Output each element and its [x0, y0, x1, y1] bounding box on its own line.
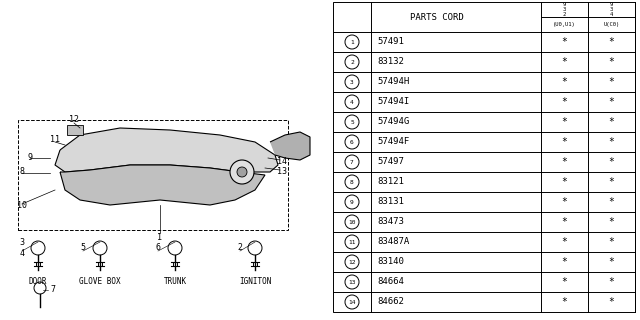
Text: *: * [561, 137, 568, 147]
Text: 9: 9 [28, 153, 33, 162]
Text: *: * [609, 137, 614, 147]
Text: *: * [561, 77, 568, 87]
Text: 8: 8 [19, 167, 24, 177]
Text: *: * [609, 77, 614, 87]
Text: (U0,U1): (U0,U1) [553, 22, 576, 27]
Text: 11: 11 [348, 239, 356, 244]
Circle shape [237, 167, 247, 177]
Text: 9: 9 [350, 199, 354, 204]
Text: 9
3
2: 9 3 2 [563, 2, 566, 17]
Text: *: * [609, 297, 614, 307]
Text: 83487A: 83487A [377, 237, 409, 246]
Text: 12: 12 [348, 260, 356, 265]
Text: *: * [561, 277, 568, 287]
Text: *: * [609, 257, 614, 267]
Text: 83132: 83132 [377, 58, 404, 67]
Text: 14: 14 [277, 157, 287, 166]
Text: 57494H: 57494H [377, 77, 409, 86]
Text: *: * [609, 217, 614, 227]
Text: U(C0): U(C0) [604, 22, 620, 27]
PathPatch shape [55, 128, 278, 172]
Text: 83140: 83140 [377, 258, 404, 267]
Text: 6: 6 [156, 244, 161, 252]
Text: 5: 5 [81, 244, 86, 252]
Text: 14: 14 [348, 300, 356, 305]
Text: *: * [561, 237, 568, 247]
Text: 57494I: 57494I [377, 98, 409, 107]
Text: *: * [609, 277, 614, 287]
PathPatch shape [270, 132, 310, 160]
Text: *: * [561, 157, 568, 167]
Text: 12: 12 [69, 116, 79, 124]
Bar [67, 125, 83, 135]
Text: *: * [609, 237, 614, 247]
Text: 13: 13 [277, 167, 287, 177]
Text: 7: 7 [350, 159, 354, 164]
Text: *: * [609, 37, 614, 47]
Text: *: * [561, 297, 568, 307]
Text: 2: 2 [237, 244, 243, 252]
Bar [333, 2, 635, 312]
Text: 2: 2 [350, 60, 354, 65]
Text: 8: 8 [350, 180, 354, 185]
PathPatch shape [60, 165, 265, 205]
Text: *: * [561, 97, 568, 107]
Text: *: * [609, 97, 614, 107]
Text: 84662: 84662 [377, 298, 404, 307]
Text: 83121: 83121 [377, 178, 404, 187]
Text: *: * [561, 177, 568, 187]
Text: TRUNK: TRUNK [163, 277, 187, 286]
Text: *: * [609, 197, 614, 207]
Bar [18, 120, 288, 230]
Text: 7: 7 [50, 285, 55, 294]
Text: IGNITON: IGNITON [239, 277, 271, 286]
Text: *: * [561, 117, 568, 127]
Text: *: * [561, 197, 568, 207]
Text: 11: 11 [50, 135, 60, 145]
Text: GLOVE BOX: GLOVE BOX [79, 277, 121, 286]
Text: 10: 10 [348, 220, 356, 225]
Text: 57491: 57491 [377, 37, 404, 46]
Text: 57497: 57497 [377, 157, 404, 166]
Text: 1: 1 [157, 234, 163, 243]
Text: *: * [561, 57, 568, 67]
Text: 3: 3 [350, 79, 354, 84]
Text: *: * [609, 117, 614, 127]
Text: 84664: 84664 [377, 277, 404, 286]
Text: 83473: 83473 [377, 218, 404, 227]
Text: 1: 1 [350, 39, 354, 44]
Text: DOOR: DOOR [29, 277, 47, 286]
Text: PARTS CORD: PARTS CORD [410, 12, 464, 21]
Text: *: * [561, 37, 568, 47]
Circle shape [230, 160, 254, 184]
Text: *: * [609, 157, 614, 167]
Text: *: * [609, 57, 614, 67]
Text: *: * [561, 257, 568, 267]
Text: 13: 13 [348, 279, 356, 284]
Text: *: * [561, 217, 568, 227]
Text: 9
3
4: 9 3 4 [610, 2, 613, 17]
Text: 83131: 83131 [377, 197, 404, 206]
Text: 57494G: 57494G [377, 117, 409, 126]
Text: *: * [609, 177, 614, 187]
Text: 4: 4 [350, 100, 354, 105]
Text: 5: 5 [350, 119, 354, 124]
Text: 57494F: 57494F [377, 138, 409, 147]
Text: 3
4: 3 4 [19, 238, 24, 258]
Text: 10: 10 [17, 201, 27, 210]
Text: 6: 6 [350, 140, 354, 145]
